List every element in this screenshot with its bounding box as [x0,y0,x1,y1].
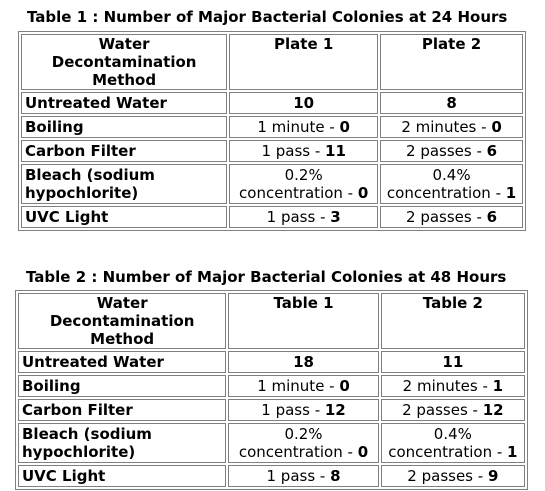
value-count: 0 [491,118,502,136]
value-count: 11 [442,353,464,371]
value-prefix: 2 passes - [406,142,487,160]
row-value-2: 2 passes - 6 [380,206,523,228]
header-method: Water Decontamination Method [18,293,227,349]
row-method: UVC Light [18,465,227,487]
value-prefix: 1 minute - [257,377,340,395]
value-count: 1 [505,184,517,202]
value-count: 11 [325,142,346,160]
value-count: 0 [339,118,350,136]
value-prefix: 1 minute - [257,118,340,136]
row-value-2: 2 minutes - 1 [380,375,525,397]
row-value-1: 0.2% concentration - 0 [228,423,379,463]
table-row: Boiling 1 minute - 0 2 minutes - 1 [18,375,525,397]
value-prefix: 1 pass - [266,208,331,226]
table-row: Carbon Filter 1 pass - 12 2 passes - 12 [18,399,525,421]
table-row: Carbon Filter 1 pass - 11 2 passes - 6 [21,140,523,162]
header-column-2: Table 2 [380,293,525,349]
row-value-2: 8 [380,92,523,114]
value-count: 9 [487,467,499,485]
value-count: 0 [339,377,350,395]
value-count: 10 [293,94,315,112]
header-column-1: Plate 1 [229,34,379,90]
row-value-2: 2 passes - 12 [380,399,525,421]
value-count: 1 [507,443,518,461]
value-count: 3 [330,208,341,226]
value-count: 8 [446,94,457,112]
table-row: Bleach (sodium hypochlorite) 0.2% concen… [21,164,523,204]
table-row: Bleach (sodium hypochlorite) 0.2% concen… [18,423,525,463]
value-prefix: 2 passes - [407,467,488,485]
value-prefix: 0.2% concentration - [239,166,358,202]
row-value-1: 1 pass - 8 [228,465,379,487]
table-header-row: Water Decontamination Method Plate 1 Pla… [21,34,523,90]
row-value-2: 2 minutes - 0 [380,116,523,138]
table-row: Boiling 1 minute - 0 2 minutes - 0 [21,116,523,138]
row-method: Untreated Water [18,351,227,373]
value-count: 12 [482,401,504,419]
row-value-2: 0.4% concentration - 1 [380,423,525,463]
row-value-1: 1 pass - 11 [229,140,379,162]
value-count: 18 [293,353,314,371]
table-row: Untreated Water 18 11 [18,351,525,373]
table-2-caption: Table 2 : Number of Major Bacterial Colo… [26,268,507,286]
row-value-2: 2 passes - 9 [380,465,525,487]
value-count: 12 [324,401,346,419]
row-value-1: 1 pass - 3 [229,206,379,228]
row-method: UVC Light [21,206,228,228]
value-prefix: 0.4% concentration - [386,166,506,202]
table-row: UVC Light 1 pass - 3 2 passes - 6 [21,206,523,228]
row-value-2: 11 [380,351,525,373]
row-value-1: 10 [229,92,379,114]
row-method: Carbon Filter [18,399,227,421]
row-value-2: 0.4% concentration - 1 [380,164,523,204]
value-count: 6 [486,208,498,226]
value-count: 8 [330,467,341,485]
header-method: Water Decontamination Method [21,34,228,90]
row-value-1: 18 [228,351,379,373]
row-value-1: 1 pass - 12 [228,399,379,421]
value-count: 6 [486,142,498,160]
value-prefix: 1 pass - [261,401,325,419]
row-value-1: 1 minute - 0 [229,116,379,138]
row-value-1: 1 minute - 0 [228,375,379,397]
row-value-2: 2 passes - 6 [380,140,523,162]
table-1: Water Decontamination Method Plate 1 Pla… [18,31,526,231]
value-prefix: 2 passes - [402,401,483,419]
value-count: 0 [357,184,369,202]
value-prefix: 2 minutes - [402,377,493,395]
value-prefix: 2 passes - [406,208,487,226]
row-method: Untreated Water [21,92,228,114]
header-column-2: Plate 2 [380,34,523,90]
row-method: Carbon Filter [21,140,228,162]
row-value-1: 0.2% concentration - 0 [229,164,379,204]
value-count: 1 [492,377,504,395]
value-prefix: 0.2% concentration - [238,425,358,461]
value-prefix: 2 minutes - [401,118,492,136]
row-method: Bleach (sodium hypochlorite) [21,164,228,204]
table-header-row: Water Decontamination Method Table 1 Tab… [18,293,525,349]
table-row: Untreated Water 10 8 [21,92,523,114]
value-count: 0 [357,443,369,461]
table-1-caption: Table 1 : Number of Major Bacterial Colo… [27,8,508,26]
row-method: Boiling [18,375,227,397]
value-prefix: 1 pass - [261,142,326,160]
table-row: UVC Light 1 pass - 8 2 passes - 9 [18,465,525,487]
row-method: Bleach (sodium hypochlorite) [18,423,227,463]
value-prefix: 0.4% concentration - [388,425,508,461]
header-column-1: Table 1 [228,293,379,349]
table-2: Water Decontamination Method Table 1 Tab… [15,290,528,490]
row-method: Boiling [21,116,228,138]
value-prefix: 1 pass - [266,467,331,485]
